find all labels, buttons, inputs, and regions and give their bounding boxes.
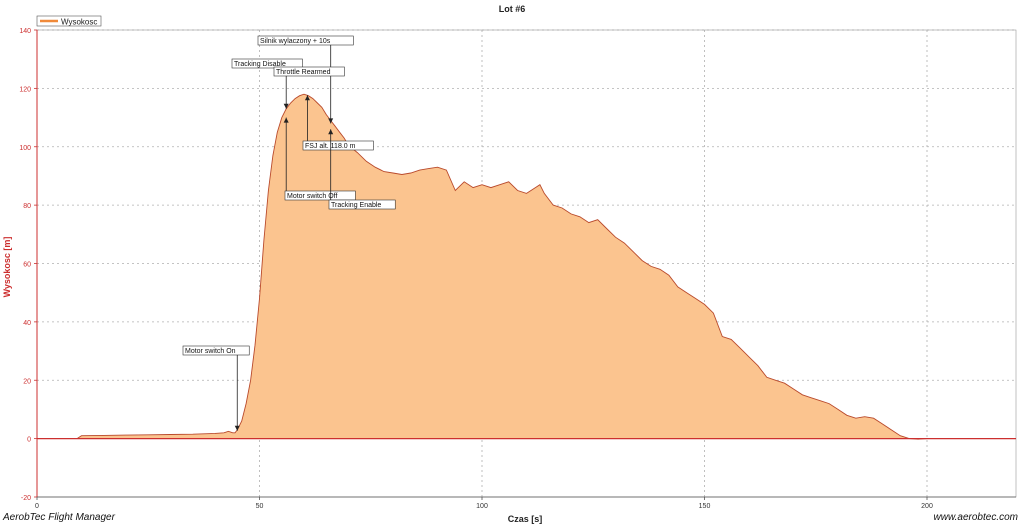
annotation-motor-on-text: Motor switch On <box>185 348 236 355</box>
annotation-throttle-rearmed-box <box>273 66 345 77</box>
x-tick-label: 150 <box>699 503 711 510</box>
annotation-tracking-disable-box <box>231 58 303 69</box>
annotation-motor-off-text: Motor switch Off <box>287 193 337 200</box>
annotation-silnik-arrow-head <box>328 118 334 124</box>
annotation-throttle-rearmed-text: Throttle Rearmed <box>276 69 331 76</box>
legend-box <box>36 15 102 27</box>
annotation-tracking-disable: Tracking Disable <box>231 58 303 69</box>
y-tick-label: 100 <box>19 145 31 152</box>
legend-label: Wysokosc <box>61 18 97 27</box>
annotation-silnik-text: Silnik wylaczony + 10s <box>260 38 331 45</box>
annotation-tracking-disable-arrow-head <box>283 103 289 109</box>
series-line <box>37 93 1016 440</box>
series-fill <box>37 94 1016 440</box>
tick-labels: -20 0 20 40 60 80 100 120 140 0 50 100 150 200 <box>19 28 933 510</box>
annotation-silnik: Silnik wylaczony + 10s <box>257 35 354 46</box>
annotation-fsj-alt-box <box>302 140 374 151</box>
annotation-tracking-enable-box <box>328 199 396 210</box>
x-tick-label: 50 <box>256 503 264 510</box>
x-tick-label: 200 <box>921 503 933 510</box>
footer-website: www.aerobtec.com <box>933 512 1018 523</box>
annotation-motor-on-arrow-head <box>234 425 240 431</box>
annotation-tracking-disable-text: Tracking Disable <box>234 61 286 68</box>
y-axis-label: Wysokosc [m] <box>2 237 12 298</box>
annotation-fsj-arrow-head <box>304 95 310 101</box>
legend: Wysokosc <box>36 15 102 27</box>
y-tick-label: 140 <box>19 28 31 35</box>
annotation-silnik-box <box>257 35 354 46</box>
y-tick-label: 60 <box>23 262 31 269</box>
x-tick-label: 100 <box>476 503 488 510</box>
series-area <box>37 93 1016 440</box>
annotation-fsj-alt: FSJ alt. 118.0 m <box>302 140 374 151</box>
annotation-motor-on-box <box>182 345 250 356</box>
annotation-tracking-enable-arrow-head <box>328 129 334 135</box>
y-tick-label: -20 <box>21 495 31 502</box>
y-tick-label: 120 <box>19 86 31 93</box>
annotation-motor-on: Motor switch On <box>182 345 250 356</box>
annotation-motor-off-box <box>284 190 356 201</box>
y-tick-label: 40 <box>23 320 31 327</box>
y-tick-label: 0 <box>27 437 31 444</box>
annotation-motor-off-arrow-head <box>283 117 289 123</box>
footer-app-name: AerobTec Flight Manager <box>3 512 115 523</box>
annotations: Silnik wylaczony + 10s Tracking DisableTh… <box>182 35 396 431</box>
y-tick-label: 80 <box>23 203 31 210</box>
y-tick-label: 20 <box>23 378 31 385</box>
x-tick-label: 0 <box>35 503 39 510</box>
annotation-motor-off: Motor switch Off <box>284 190 356 201</box>
annotation-tracking-enable: Tracking Enable <box>328 199 396 210</box>
chart-title: Lot #6 <box>499 4 526 14</box>
x-axis-label: Czas [s] <box>508 514 543 524</box>
annotation-throttle-rearmed: Throttle Rearmed <box>273 66 345 77</box>
annotation-tracking-enable-text: Tracking Enable <box>331 202 381 209</box>
